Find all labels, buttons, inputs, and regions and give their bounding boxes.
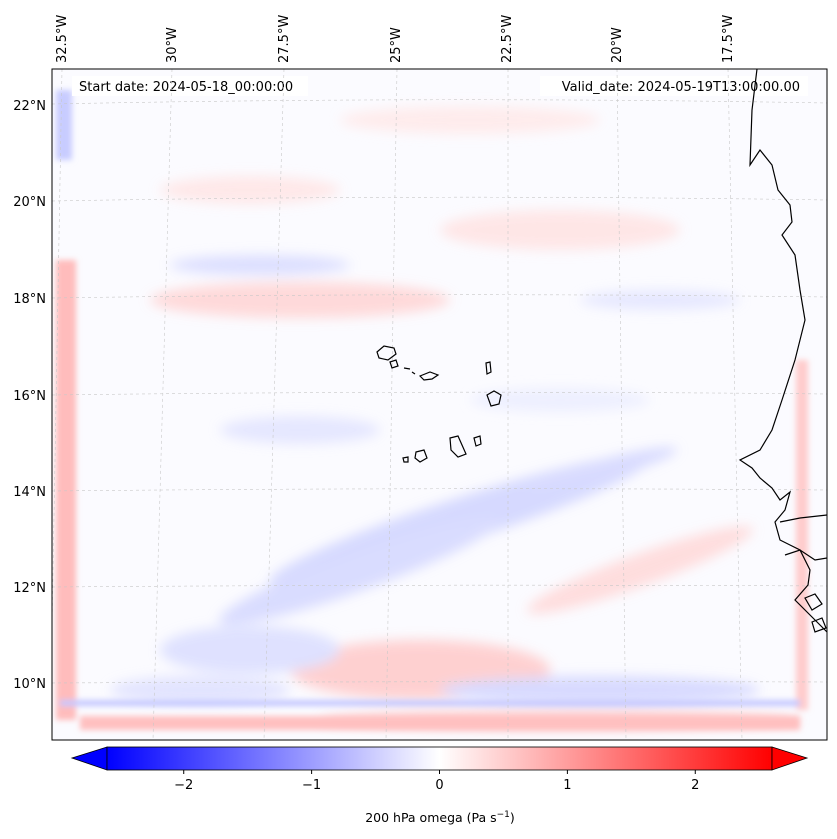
- start-date-label: Start date: 2024-05-18_00:00:00: [79, 80, 293, 95]
- lat-label-10n: 10°N: [13, 677, 46, 692]
- brava-island: [402, 456, 409, 463]
- lon-label-32-5w: 32.5°W: [55, 15, 70, 63]
- lon-label-20w: 20°W: [610, 27, 625, 63]
- santiago-island: [449, 435, 467, 458]
- coastlines: [738, 69, 827, 633]
- colorbar-body: [106, 746, 773, 771]
- colorbar-label-exponent: −1: [497, 810, 510, 820]
- fogo-island: [414, 449, 428, 463]
- lat-label-12n: 12°N: [13, 581, 46, 596]
- sao-nicolau-island: [418, 371, 440, 381]
- sao-vicente-island: [389, 359, 399, 369]
- lon-label-25w: 25°W: [389, 27, 404, 63]
- lon-label-30w: 30°W: [165, 27, 180, 63]
- colorbar-tick-label: −2: [174, 778, 193, 793]
- lat-label-14n: 14°N: [13, 485, 46, 500]
- santo-antao-island: [376, 345, 397, 361]
- cape-verde-islands: [376, 345, 502, 463]
- lat-label-16n: 16°N: [13, 389, 46, 404]
- colorbar-tick-label: 1: [563, 778, 571, 793]
- colorbar-label-close: ): [510, 810, 515, 825]
- lon-label-17-5w: 17.5°W: [721, 15, 736, 63]
- lon-label-22-5w: 22.5°W: [500, 15, 515, 63]
- lat-label-18n: 18°N: [13, 292, 46, 307]
- colorbar-extend-min: [70, 746, 108, 771]
- maio-island: [473, 435, 482, 447]
- colorbar-tick-label: −1: [302, 778, 321, 793]
- lon-label-27-5w: 27.5°W: [277, 15, 292, 63]
- lat-label-22n: 22°N: [13, 99, 46, 114]
- valid-date-box: [540, 76, 808, 96]
- valid-date-label: Valid_date: 2024-05-19T13:00:00.00: [562, 80, 800, 95]
- colorbar-tick-label: 2: [691, 778, 699, 793]
- santa-luzia-island: [403, 367, 416, 375]
- sal-island: [485, 361, 492, 375]
- senegal-gambia-coast: [779, 514, 827, 561]
- map-frame: [51, 68, 828, 741]
- longitude-labels: 32.5°W 30°W 27.5°W 25°W 22.5°W 20°W 17.5…: [55, 15, 736, 63]
- colorbar: −2 −1 0 1 2 200 hPa omega (Pa s−1): [70, 746, 809, 825]
- guinea-bissau-islands: [804, 593, 827, 633]
- graticule: [52, 69, 827, 740]
- latitude-labels: 22°N 20°N 18°N 16°N 14°N 12°N 10°N: [13, 99, 46, 692]
- lat-label-20n: 20°N: [13, 195, 46, 210]
- colorbar-tick-label: 0: [435, 778, 443, 793]
- omega-field: [52, 69, 827, 740]
- colorbar-label: 200 hPa omega (Pa s−1): [365, 810, 515, 825]
- boa-vista-island: [486, 390, 502, 407]
- colorbar-extend-max: [771, 746, 809, 771]
- start-date-box: [72, 76, 308, 96]
- africa-coastline: [738, 69, 827, 633]
- colorbar-ticks: −2 −1 0 1 2: [174, 770, 699, 793]
- colorbar-label-main: 200 hPa omega (Pa s: [365, 810, 496, 825]
